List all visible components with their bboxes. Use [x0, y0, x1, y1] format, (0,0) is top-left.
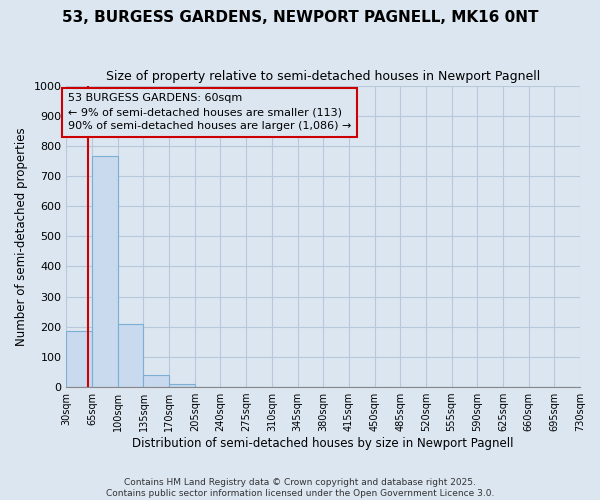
- Text: 53, BURGESS GARDENS, NEWPORT PAGNELL, MK16 0NT: 53, BURGESS GARDENS, NEWPORT PAGNELL, MK…: [62, 10, 538, 25]
- Title: Size of property relative to semi-detached houses in Newport Pagnell: Size of property relative to semi-detach…: [106, 70, 541, 83]
- Bar: [92, 156, 118, 387]
- Text: 53 BURGESS GARDENS: 60sqm
← 9% of semi-detached houses are smaller (113)
90% of : 53 BURGESS GARDENS: 60sqm ← 9% of semi-d…: [68, 93, 351, 131]
- Y-axis label: Number of semi-detached properties: Number of semi-detached properties: [15, 127, 28, 346]
- Bar: [169, 384, 195, 387]
- Text: Contains HM Land Registry data © Crown copyright and database right 2025.
Contai: Contains HM Land Registry data © Crown c…: [106, 478, 494, 498]
- X-axis label: Distribution of semi-detached houses by size in Newport Pagnell: Distribution of semi-detached houses by …: [133, 437, 514, 450]
- Bar: [67, 332, 92, 387]
- Bar: [143, 375, 169, 387]
- Bar: [118, 324, 143, 387]
